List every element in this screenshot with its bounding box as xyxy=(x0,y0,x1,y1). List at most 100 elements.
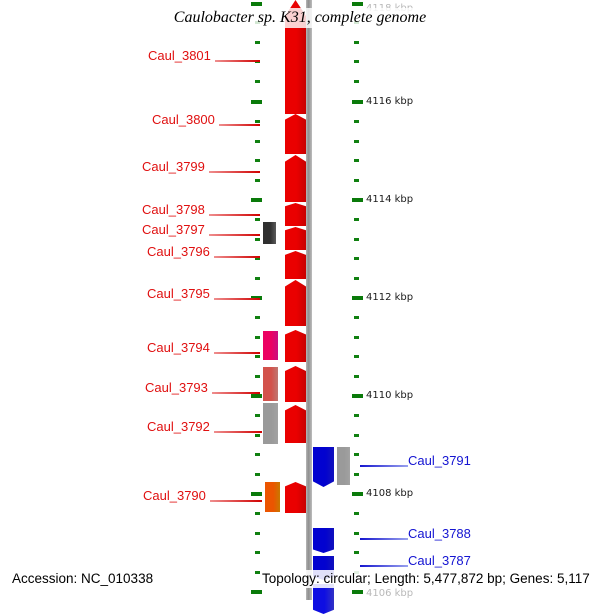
domain-box-grey-1[interactable] xyxy=(263,222,276,244)
gene-caul_3797-label[interactable]: Caul_3797 xyxy=(142,222,205,237)
ruler-minor-tick-right xyxy=(354,473,359,476)
ruler-label-4: 4110 kbp xyxy=(366,390,414,401)
gene-caul_3799-label[interactable]: Caul_3799 xyxy=(142,159,205,174)
ruler-major-tick-left xyxy=(251,394,262,398)
ruler-minor-tick-left xyxy=(255,551,260,554)
ruler-major-tick-right xyxy=(352,2,363,6)
ruler-major-tick-right xyxy=(352,100,363,104)
ruler-major-tick-left xyxy=(251,198,262,202)
ruler-label-3: 4112 kbp xyxy=(366,292,414,303)
gene-arrow-3796[interactable] xyxy=(285,251,306,279)
gene-arrow-3797[interactable] xyxy=(285,227,306,250)
ruler-major-tick-left xyxy=(251,590,262,594)
gene-caul_3800-leader-line xyxy=(219,124,260,126)
ruler-minor-tick-left xyxy=(255,453,260,456)
gene-caul_3787-leader-line xyxy=(360,565,408,567)
ruler-minor-tick-right xyxy=(354,277,359,280)
ruler-minor-tick-right xyxy=(354,41,359,44)
ruler-minor-tick-left xyxy=(255,41,260,44)
gene-caul_3793-label[interactable]: Caul_3793 xyxy=(145,380,208,395)
page-title: Caulobacter sp. K31, complete genome xyxy=(0,8,600,28)
ruler-major-tick-left xyxy=(251,492,262,496)
gene-arrow-3792[interactable] xyxy=(285,405,306,443)
domain-box-salmon[interactable] xyxy=(263,367,278,401)
ruler-minor-tick-left xyxy=(255,120,260,123)
ruler-minor-tick-right xyxy=(354,532,359,535)
ruler-minor-tick-right xyxy=(354,179,359,182)
ruler-major-tick-left xyxy=(251,100,262,104)
gene-arrow-3788[interactable] xyxy=(313,528,334,553)
gene-caul_3790-leader-line xyxy=(210,500,262,502)
ruler-major-tick-right xyxy=(352,296,363,300)
ruler-minor-tick-left xyxy=(255,375,260,378)
gene-arrow-3800[interactable] xyxy=(285,114,306,154)
gene-caul_3788-leader-line xyxy=(360,538,408,540)
gene-caul_3788-label[interactable]: Caul_3788 xyxy=(408,526,471,541)
gene-caul_3793-leader-line xyxy=(212,392,260,394)
gene-caul_3791-leader-line xyxy=(360,465,408,467)
gene-caul_3798-label[interactable]: Caul_3798 xyxy=(142,202,205,217)
gene-caul_3800-label[interactable]: Caul_3800 xyxy=(152,112,215,127)
genome-stats-text: Topology: circular; Length: 5,477,872 bp… xyxy=(262,570,590,588)
gene-caul_3790-label[interactable]: Caul_3790 xyxy=(143,488,206,503)
ruler-minor-tick-right xyxy=(354,218,359,221)
ruler-minor-tick-left xyxy=(255,473,260,476)
ruler-minor-tick-right xyxy=(354,80,359,83)
gene-arrow-3794[interactable] xyxy=(285,330,306,362)
ruler-minor-tick-left xyxy=(255,316,260,319)
ruler-minor-tick-left xyxy=(255,355,260,358)
gene-caul_3795-label[interactable]: Caul_3795 xyxy=(147,286,210,301)
domain-box-lightgrey[interactable] xyxy=(263,403,278,444)
gene-arrow-3798[interactable] xyxy=(285,203,306,226)
ruler-minor-tick-right xyxy=(354,257,359,260)
gene-caul_3798-leader-line xyxy=(209,214,260,216)
genome-backbone-strand xyxy=(306,0,312,600)
gene-arrow-3799[interactable] xyxy=(285,155,306,202)
domain-box-magenta[interactable] xyxy=(263,331,278,360)
gene-arrow-3793[interactable] xyxy=(285,366,306,402)
domain-box-orange[interactable] xyxy=(265,482,280,512)
ruler-major-tick-right xyxy=(352,198,363,202)
ruler-minor-tick-right xyxy=(354,551,359,554)
gene-caul_3797-leader-line xyxy=(209,234,260,236)
accession-text: Accession: NC_010338 xyxy=(12,570,154,588)
ruler-minor-tick-right xyxy=(354,238,359,241)
ruler-minor-tick-left xyxy=(255,277,260,280)
ruler-minor-tick-right xyxy=(354,434,359,437)
gene-caul_3801-label[interactable]: Caul_3801 xyxy=(148,48,211,63)
ruler-minor-tick-left xyxy=(255,179,260,182)
ruler-minor-tick-right xyxy=(354,159,359,162)
ruler-label-6: 4106 kbp xyxy=(366,588,414,599)
ruler-minor-tick-left xyxy=(255,571,260,574)
gene-arrow-3791[interactable] xyxy=(313,447,334,487)
ruler-minor-tick-right xyxy=(354,453,359,456)
gene-arrow-3795[interactable] xyxy=(285,280,306,326)
ruler-minor-tick-right xyxy=(354,60,359,63)
ruler-major-tick-right xyxy=(352,492,363,496)
gene-arrow-3801[interactable] xyxy=(285,0,306,114)
domain-box-grey-2[interactable] xyxy=(337,447,350,485)
gene-caul_3792-leader-line xyxy=(214,431,262,433)
ruler-minor-tick-right xyxy=(354,355,359,358)
ruler-minor-tick-left xyxy=(255,532,260,535)
gene-caul_3791-label[interactable]: Caul_3791 xyxy=(408,453,471,468)
gene-caul_3799-leader-line xyxy=(209,171,260,173)
ruler-minor-tick-right xyxy=(354,414,359,417)
gene-caul_3792-label[interactable]: Caul_3792 xyxy=(147,419,210,434)
gene-arrow-3786[interactable] xyxy=(313,584,334,614)
ruler-minor-tick-left xyxy=(255,257,260,260)
gene-caul_3801-leader-line xyxy=(215,60,260,62)
ruler-minor-tick-left xyxy=(255,512,260,515)
ruler-minor-tick-right xyxy=(354,336,359,339)
ruler-label-1: 4116 kbp xyxy=(366,96,414,107)
ruler-minor-tick-left xyxy=(255,218,260,221)
gene-caul_3794-label[interactable]: Caul_3794 xyxy=(147,340,210,355)
ruler-minor-tick-left xyxy=(255,238,260,241)
gene-caul_3787-label[interactable]: Caul_3787 xyxy=(408,553,471,568)
ruler-minor-tick-left xyxy=(255,414,260,417)
gene-caul_3796-label[interactable]: Caul_3796 xyxy=(147,244,210,259)
ruler-label-5: 4108 kbp xyxy=(366,488,414,499)
gene-arrow-3790[interactable] xyxy=(285,482,306,513)
ruler-minor-tick-right xyxy=(354,120,359,123)
